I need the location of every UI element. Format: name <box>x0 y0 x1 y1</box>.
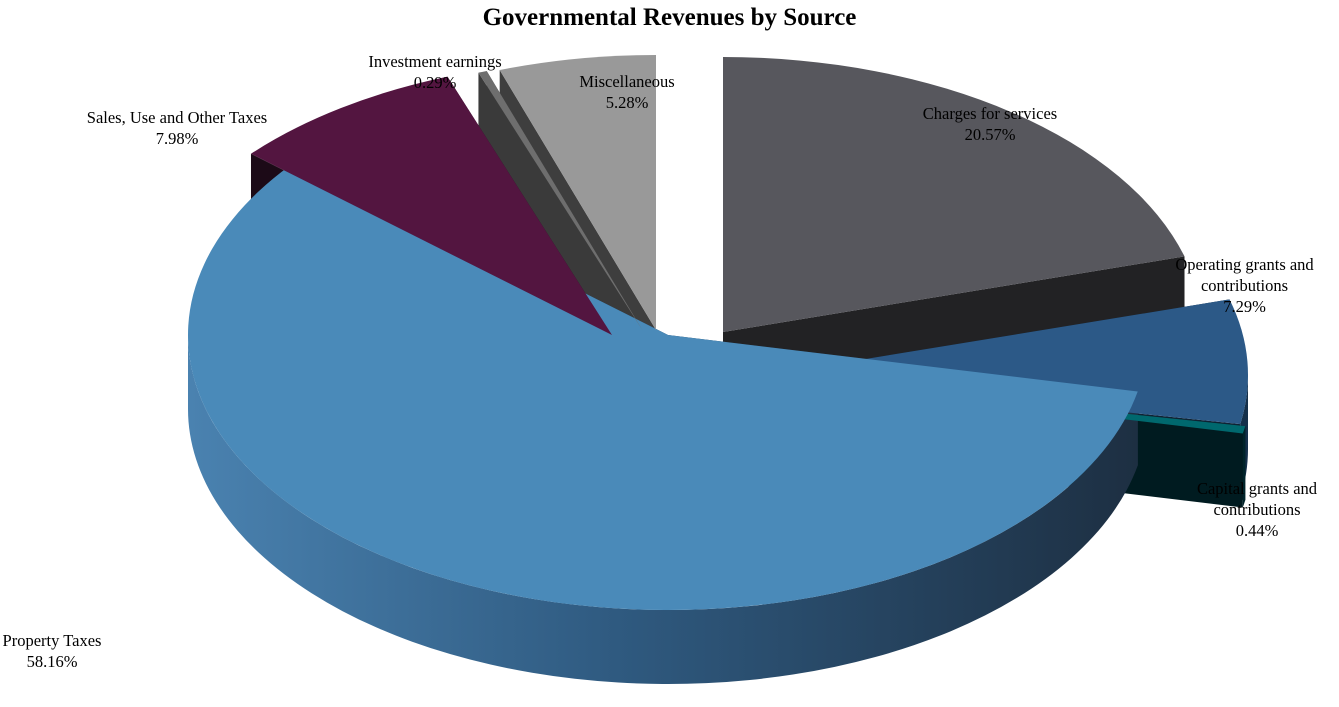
slice-value-misc: 5.28% <box>605 93 649 112</box>
slice-label-capital: Capital grants and contributions 0.44% <box>1175 478 1339 541</box>
slice-label-property: Property Taxes 58.16% <box>0 630 104 672</box>
slice-name-charges: Charges for services <box>922 104 1058 123</box>
slice-name-operating-1: Operating grants and <box>1175 255 1314 274</box>
slice-name-operating-2: contributions <box>1200 276 1289 295</box>
slice-investment <box>478 70 643 332</box>
chart-title: Governmental Revenues by Source <box>482 4 857 31</box>
slice-label-misc: Miscellaneous 5.28% <box>557 71 697 113</box>
slice-label-sales: Sales, Use and Other Taxes 7.98% <box>52 107 302 149</box>
slice-misc <box>499 54 656 330</box>
slice-name-sales: Sales, Use and Other Taxes <box>86 108 268 127</box>
slice-property <box>188 153 1138 610</box>
slice-name-capital-2: contributions <box>1213 500 1301 519</box>
slice-name-misc: Miscellaneous <box>579 72 675 91</box>
slice-value-operating: 7.29% <box>1223 297 1266 316</box>
slice-label-investment: Investment earnings 0.29% <box>340 51 530 93</box>
slice-charges <box>723 57 1185 332</box>
slice-side-capital <box>1242 426 1246 508</box>
slice-name-property: Property Taxes <box>2 631 102 650</box>
slice-value-investment: 0.29% <box>413 73 457 92</box>
slice-value-sales: 7.98% <box>155 129 199 148</box>
slice-value-charges: 20.57% <box>964 125 1016 144</box>
slice-label-charges: Charges for services 20.57% <box>890 103 1090 145</box>
slice-side-property <box>188 335 1138 685</box>
slice-name-capital-1: Capital grants and <box>1196 479 1318 498</box>
slice-sales <box>250 76 613 336</box>
slice-label-operating: Operating grants and contributions 7.29% <box>1150 254 1339 317</box>
slice-name-investment: Investment earnings <box>368 52 502 71</box>
slice-value-property: 58.16% <box>26 652 78 671</box>
slice-value-capital: 0.44% <box>1235 521 1279 540</box>
